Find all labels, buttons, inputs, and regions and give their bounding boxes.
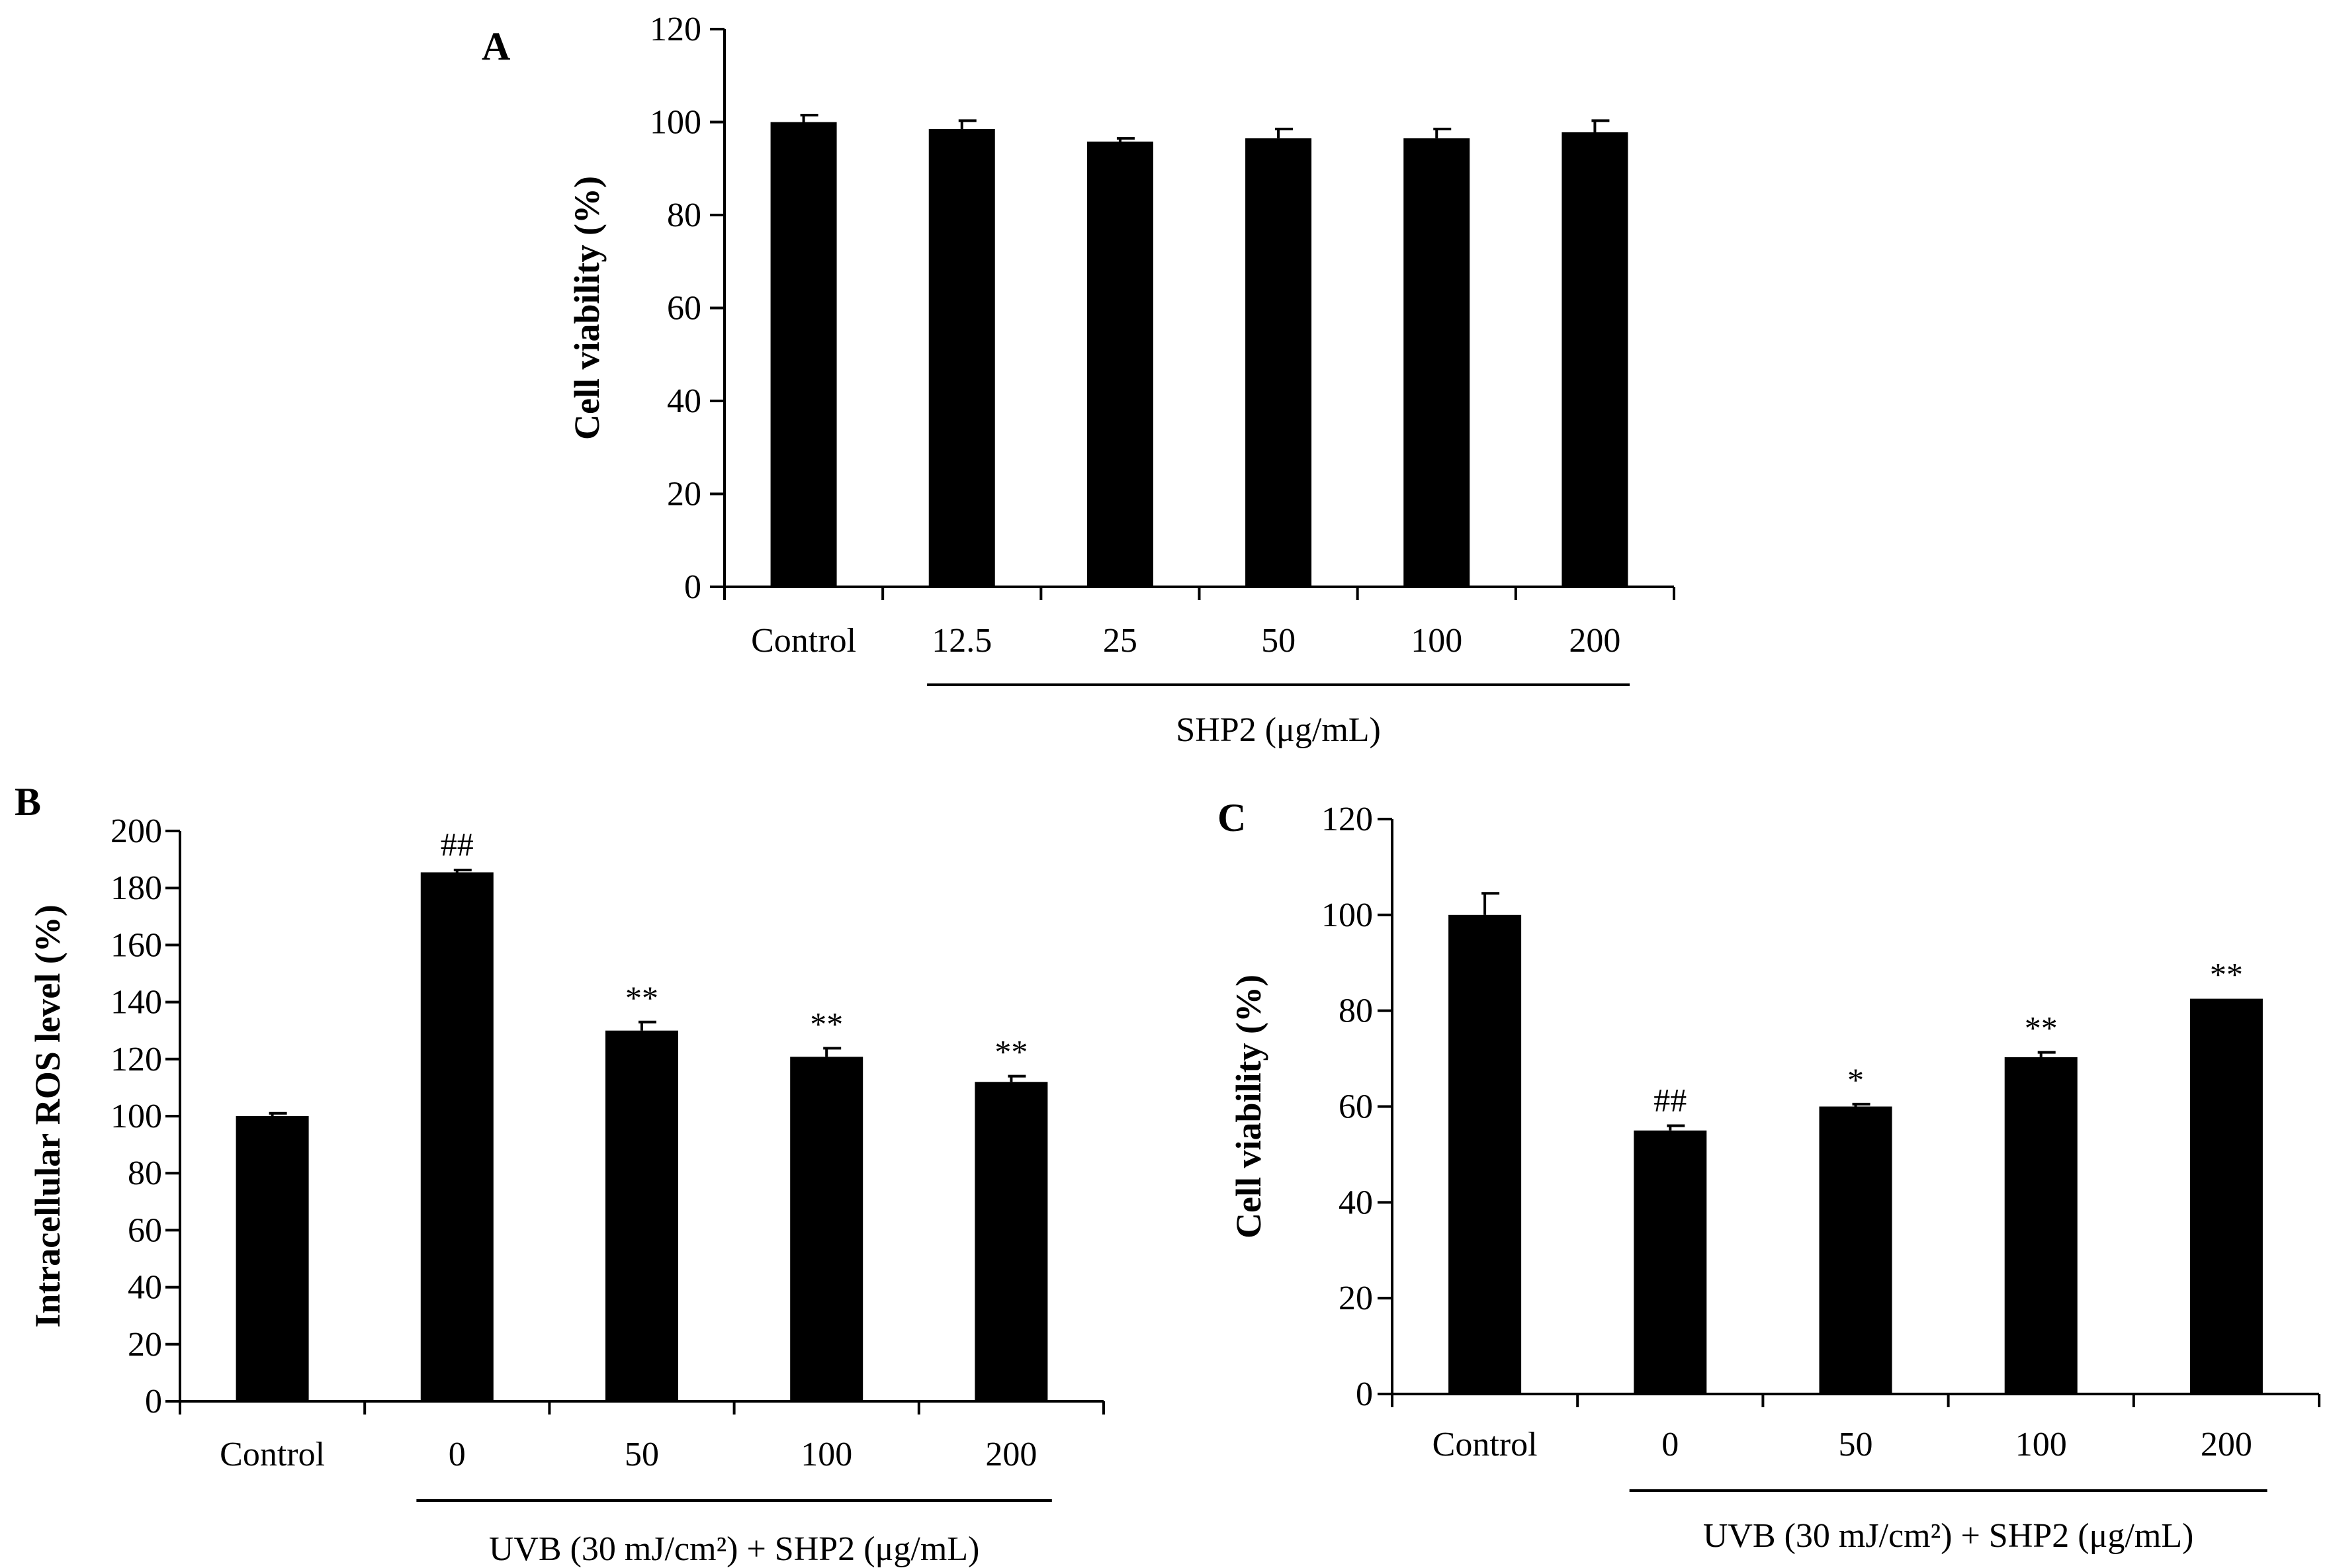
significance-label: ** [2025,1010,2058,1047]
x-tick-label: Control [1432,1426,1538,1463]
x-tick-label: 50 [1261,622,1296,660]
x-tick-label: 50 [625,1436,659,1473]
bar [1403,138,1470,587]
y-tick-label: 80 [1339,992,1373,1030]
y-tick-label: 40 [667,382,701,420]
y-tick-label: 80 [128,1154,162,1192]
y-tick-label: 120 [1321,801,1373,838]
bar [1086,142,1153,587]
significance-label: ## [441,826,474,863]
y-tick-label: 40 [1339,1184,1373,1221]
y-tick-label: 160 [110,926,162,964]
bar [1819,1106,1892,1394]
x-tick-label: 200 [985,1436,1037,1473]
bar [605,1030,678,1401]
y-axis-title: Cell viability (%) [1229,975,1268,1239]
y-tick-label: 100 [1321,896,1373,934]
bar [2004,1057,2078,1394]
x-tick-label: 0 [1661,1426,1679,1463]
x-tick-label: 100 [2015,1426,2067,1463]
panel-c: C 0 20 40 60 80 100 120 Control ## 0 * 50 ** 100 ** 200 U… [1217,796,2320,1555]
bar [236,1116,309,1401]
significance-label: * [1847,1061,1864,1098]
group-label: SHP2 (μg/mL) [1176,711,1381,749]
bar [928,129,995,588]
bar [975,1082,1048,1401]
x-tick-label: 12.5 [932,622,992,660]
group-label: UVB (30 mJ/cm²) + SHP2 (μg/mL) [1703,1517,2194,1555]
panel-letter: C [1217,796,1246,840]
y-tick-label: 100 [650,104,701,142]
y-tick-label: 60 [667,290,701,327]
x-tick-label: Control [751,622,856,660]
bar [2189,998,2263,1394]
x-tick-label: 25 [1103,622,1137,660]
bar [1562,132,1628,587]
x-tick-label: 100 [1411,622,1462,660]
x-tick-label: 200 [1569,622,1620,660]
x-tick-label: 200 [2201,1426,2252,1463]
panel-letter: A [482,24,510,68]
significance-label: ** [625,979,658,1016]
bar [790,1057,863,1401]
group-label: UVB (30 mJ/cm²) + SHP2 (μg/mL) [489,1530,980,1568]
y-tick-label: 60 [1339,1088,1373,1126]
x-tick-label: 0 [449,1436,466,1473]
bar [770,122,837,587]
significance-label: ## [1653,1081,1687,1118]
bar [1634,1130,1707,1394]
y-tick-label: 200 [110,812,162,850]
y-tick-label: 140 [110,984,162,1022]
y-tick-label: 80 [667,196,701,234]
bar [1448,914,1522,1394]
panel-letter: B [15,780,41,824]
y-tick-label: 0 [145,1383,162,1420]
y-tick-label: 40 [128,1269,162,1307]
y-tick-label: 0 [1356,1375,1373,1413]
y-tick-label: 100 [110,1098,162,1135]
y-tick-label: 60 [128,1211,162,1249]
panel-a: A 0 20 40 60 80 100 120 Control 12.5 25 50 100 200 SHP… [482,11,1675,749]
y-tick-label: 20 [667,476,701,513]
y-axis-title: Cell viability (%) [567,176,607,440]
y-tick-label: 20 [1339,1280,1373,1317]
bar [420,872,494,1401]
y-tick-label: 180 [110,869,162,907]
x-tick-label: 100 [801,1436,852,1473]
significance-label: ** [994,1033,1028,1070]
y-axis-title: Intracellular ROS level (%) [28,904,67,1327]
x-tick-label: 50 [1839,1426,1873,1463]
x-tick-label: Control [220,1436,325,1473]
bar [1245,138,1312,587]
y-tick-label: 20 [128,1326,162,1364]
y-tick-label: 120 [110,1041,162,1078]
y-tick-label: 0 [684,568,701,606]
panel-b: B 0 20 40 60 80 100 120 140 160 180 200 Control ## 0 **… [15,780,1105,1568]
significance-label: ** [2210,956,2243,993]
significance-label: ** [810,1005,843,1042]
y-tick-label: 120 [650,11,701,48]
